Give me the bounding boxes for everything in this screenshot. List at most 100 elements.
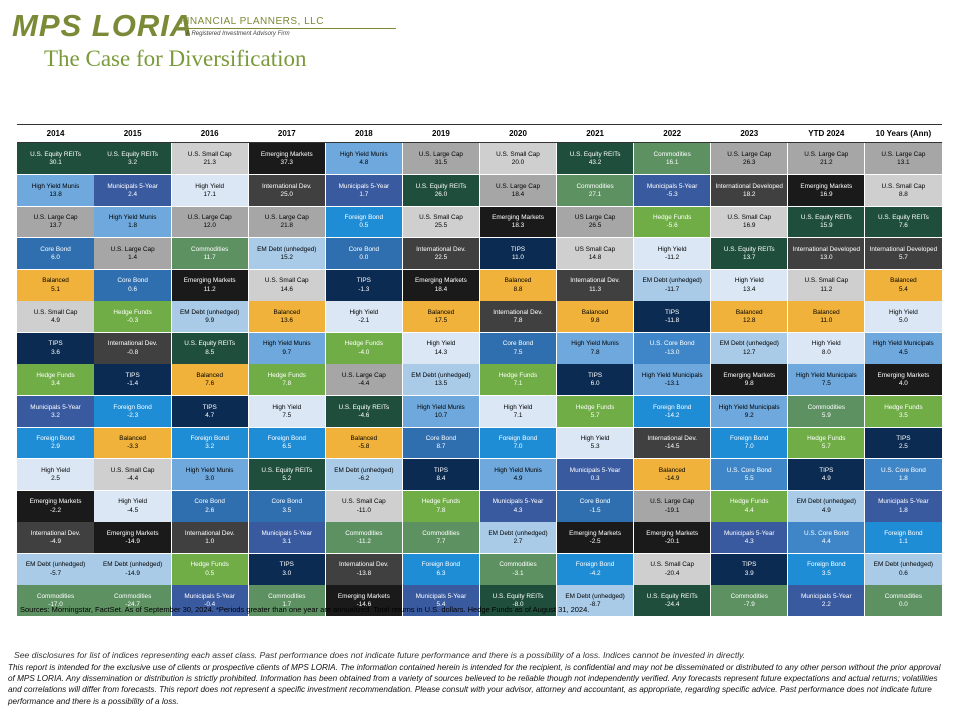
- return-value: -24.7: [125, 601, 140, 609]
- return-value: -8.0: [512, 601, 524, 609]
- asset-class-cell: U.S. Core Bond 1.8: [865, 459, 942, 490]
- return-value: 4.3: [744, 538, 754, 546]
- asset-class-name: U.S. Large Cap: [341, 371, 386, 379]
- asset-class-cell: Emerging Markets -2.5: [556, 522, 634, 554]
- return-value: 22.5: [434, 254, 448, 262]
- asset-class-name: Hedge Funds: [575, 403, 615, 411]
- return-value: 11.0: [820, 317, 833, 325]
- return-value: -8.7: [589, 601, 601, 609]
- asset-class-name: International Dev.: [184, 529, 235, 537]
- year-column: U.S. Large Cap 21.2 Emerging Markets 16.9 U.…: [788, 143, 865, 617]
- return-value: 0.0: [898, 601, 908, 609]
- asset-class-cell: Hedge Funds 7.8: [402, 490, 480, 522]
- asset-class-cell: EM Debt (unhedged) 4.9: [788, 490, 865, 522]
- asset-class-name: Core Bond: [117, 277, 148, 285]
- asset-class-cell: U.S. Large Cap 12.0: [171, 206, 248, 238]
- return-value: 4.9: [513, 475, 523, 483]
- asset-class-name: High Yield Munis: [340, 150, 388, 158]
- asset-class-cell: Commodities 5.9: [788, 396, 865, 427]
- asset-class-name: Commodities: [884, 593, 923, 601]
- return-value: 7.7: [436, 538, 446, 546]
- return-value: 7.8: [590, 348, 600, 356]
- asset-class-name: TIPS: [356, 277, 371, 285]
- asset-class-cell: High Yield Munis 4.8: [325, 143, 402, 175]
- asset-class-cell: U.S. Equity REITs 15.9: [788, 206, 865, 238]
- asset-class-cell: Hedge Funds 3.5: [865, 396, 942, 427]
- asset-class-cell: Balanced 9.8: [556, 301, 634, 333]
- return-value: 16.9: [743, 222, 756, 230]
- asset-class-name: Municipals 5-Year: [569, 466, 621, 474]
- return-value: -11.2: [665, 254, 680, 262]
- asset-class-name: U.S. Large Cap: [727, 150, 772, 158]
- asset-class-name: High Yield: [41, 466, 70, 474]
- return-value: -7.9: [743, 601, 755, 609]
- return-value: 3.2: [205, 443, 215, 451]
- return-value: 17.5: [434, 317, 448, 325]
- return-value: 1.8: [898, 506, 908, 514]
- asset-class-cell: International Developed 13.0: [788, 238, 865, 269]
- asset-class-name: US Large Cap: [574, 214, 616, 222]
- return-value: 8.8: [513, 285, 523, 293]
- return-value: -24.4: [664, 601, 680, 609]
- return-value: -11.7: [665, 285, 680, 293]
- asset-class-name: Emerging Markets: [106, 529, 159, 537]
- return-value: 30.1: [49, 159, 62, 167]
- asset-class-cell: Hedge Funds 7.8: [248, 364, 325, 396]
- asset-class-name: EM Debt (unhedged): [25, 561, 86, 569]
- asset-class-cell: Commodities -17.0: [17, 585, 94, 617]
- asset-class-name: Core Bond: [502, 340, 534, 348]
- asset-class-cell: High Yield -11.2: [634, 238, 711, 269]
- asset-class-name: Commodities: [191, 245, 229, 253]
- asset-class-cell: U.S. Equity REITs -4.6: [325, 396, 402, 427]
- asset-class-cell: Foreign Bond 6.5: [248, 427, 325, 459]
- asset-class-name: TIPS: [742, 561, 757, 569]
- return-value: -1.4: [127, 380, 139, 388]
- return-value: 14.3: [434, 348, 448, 356]
- asset-class-name: U.S. Large Cap: [33, 214, 78, 222]
- asset-class-cell: High Yield 2.5: [17, 459, 94, 490]
- asset-class-name: U.S. Equity REITs: [261, 466, 313, 474]
- asset-class-name: Foreign Bond: [807, 561, 846, 569]
- asset-class-cell: High Yield 7.1: [479, 396, 557, 427]
- asset-class-name: High Yield: [811, 340, 841, 348]
- asset-class-cell: International Dev. -0.8: [94, 332, 171, 364]
- asset-class-cell: Commodities 27.1: [556, 174, 634, 206]
- asset-class-name: Core Bond: [579, 498, 611, 506]
- asset-class-name: High Yield: [580, 435, 610, 443]
- return-value: 9.7: [282, 348, 292, 356]
- return-value: 6.0: [51, 254, 60, 262]
- asset-class-cell: High Yield -4.5: [94, 490, 171, 522]
- return-value: -4.6: [358, 411, 370, 419]
- asset-class-cell: U.S. Small Cap 21.3: [171, 143, 248, 175]
- asset-class-cell: High Yield 5.0: [865, 301, 942, 333]
- asset-class-name: High Yield: [657, 245, 687, 253]
- return-value: 5.9: [821, 411, 831, 419]
- return-value: 8.5: [205, 348, 215, 356]
- asset-class-name: TIPS: [202, 403, 217, 411]
- column-header: 2022: [663, 129, 682, 138]
- asset-class-name: Municipals 5-Year: [415, 593, 467, 601]
- asset-class-name: EM Debt (unhedged): [488, 529, 548, 537]
- asset-class-name: High Yield: [426, 340, 456, 348]
- return-value: 16.9: [820, 190, 833, 198]
- asset-class-cell: Balanced 5.1: [17, 269, 94, 301]
- asset-class-name: U.S. Equity REITs: [878, 214, 929, 222]
- asset-class-cell: TIPS 3.0: [248, 553, 325, 585]
- asset-class-cell: Hedge Funds -0.3: [94, 301, 171, 333]
- asset-class-name: High Yield Munis: [494, 466, 542, 474]
- return-value: 6.5: [282, 443, 292, 451]
- asset-class-cell: Core Bond -1.5: [556, 490, 634, 522]
- asset-class-cell: Commodities 16.1: [634, 143, 711, 175]
- return-value: -6.2: [358, 475, 370, 483]
- asset-class-cell: U.S. Large Cap 21.2: [788, 143, 865, 175]
- asset-class-name: Foreign Bond: [421, 561, 461, 569]
- return-value: -20.1: [664, 538, 680, 546]
- asset-class-cell: High Yield Munis 1.8: [94, 206, 171, 238]
- asset-class-cell: Foreign Bond 3.5: [788, 553, 865, 585]
- asset-class-name: Hedge Funds: [190, 561, 229, 569]
- return-value: 0.3: [590, 475, 600, 483]
- asset-class-cell: Commodities -11.2: [325, 522, 402, 554]
- return-value: 9.8: [590, 317, 600, 325]
- return-value: 11.2: [820, 285, 833, 293]
- asset-class-cell: High Yield Munis 7.8: [556, 332, 634, 364]
